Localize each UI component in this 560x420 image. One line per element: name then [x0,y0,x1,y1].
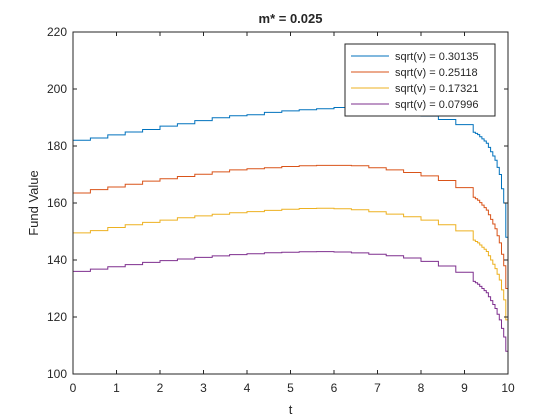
x-tick-label: 6 [331,381,338,395]
x-tick-label: 5 [287,381,294,395]
series-line-3 [73,207,509,372]
ticks-layer: 0 1 2 3 4 5 6 7 8 9 10 100 120 140 160 180 200 220 [47,25,515,395]
x-tick-label: 4 [244,381,251,395]
legend-label: sqrt(v) = 0.17321 [395,83,478,95]
y-tick-label: 180 [47,139,67,153]
y-tick-label: 120 [47,310,67,324]
y-tick-label: 140 [47,253,67,267]
series-layer [73,107,509,373]
x-tick-label: 2 [157,381,164,395]
series-line-1 [73,107,509,372]
legend-label: sqrt(v) = 0.07996 [395,99,478,111]
y-tick-label: 200 [47,82,67,96]
x-tick-label: 0 [70,381,77,395]
x-tick-label: 9 [461,381,468,395]
y-tick-label: 220 [47,25,67,39]
chart-title: m* = 0.025 [259,11,323,26]
y-tick-label: 100 [47,367,67,381]
x-tick-label: 10 [501,381,515,395]
legend-label: sqrt(v) = 0.30135 [395,51,478,63]
series-line-4 [73,251,509,373]
legend: sqrt(v) = 0.30135 sqrt(v) = 0.25118 sqrt(v… [344,43,496,117]
legend-label: sqrt(v) = 0.25118 [395,67,478,79]
x-tick-label: 8 [418,381,425,395]
x-tick-label: 7 [374,381,381,395]
x-tick-label: 1 [113,381,120,395]
x-axis-label: t [289,402,293,417]
series-line-2 [73,164,509,372]
y-axis-label: Fund Value [26,170,41,236]
y-tick-label: 160 [47,196,67,210]
x-tick-label: 3 [200,381,207,395]
